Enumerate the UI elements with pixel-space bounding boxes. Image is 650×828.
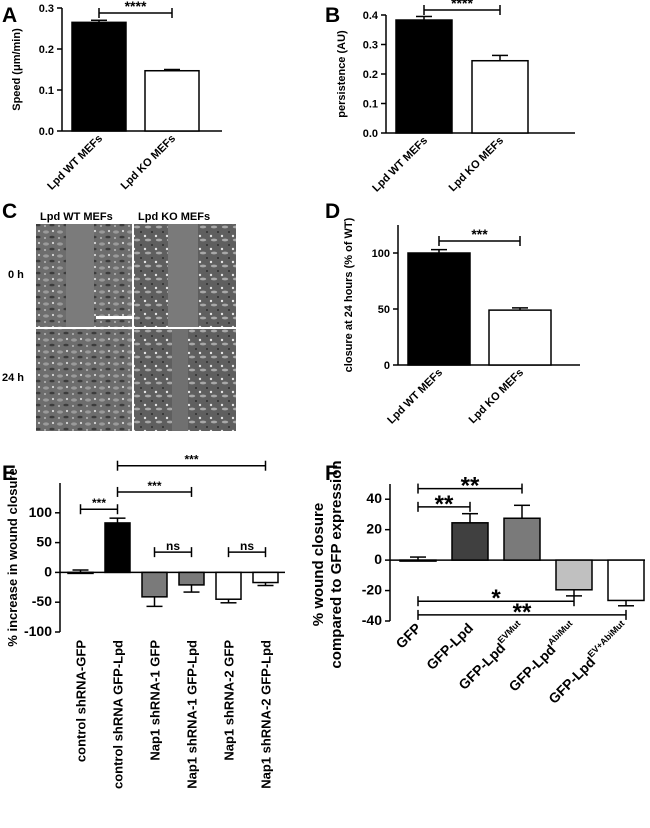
category-label: Lpd WT MEFs xyxy=(45,133,105,193)
micrograph-wt-0h xyxy=(36,224,132,327)
y-tick-label: 0.4 xyxy=(363,10,379,22)
category-label: Lpd KO MEFs xyxy=(119,133,178,192)
category-label: control shRNA GFP-Lpd xyxy=(111,640,126,789)
y-tick-label: 0 xyxy=(44,563,52,579)
category-label: Lpd KO MEFs xyxy=(467,367,526,426)
bar xyxy=(503,517,541,561)
micrograph-wt-24h xyxy=(36,329,132,431)
category-label: Nap1 shRNA-2 GFP xyxy=(222,640,237,761)
y-tick-label: 0 xyxy=(384,360,390,372)
y-tick-label: -40 xyxy=(362,612,382,628)
y-tick-label: 100 xyxy=(29,504,53,520)
significance-label: * xyxy=(491,585,501,612)
y-tick-label: 0.1 xyxy=(363,99,378,111)
bar xyxy=(399,559,437,562)
significance-label: *** xyxy=(184,453,198,467)
bar xyxy=(104,522,131,574)
panel-label-e: E xyxy=(2,462,16,485)
y-tick-label: 0.0 xyxy=(363,128,378,140)
panel-label-a: A xyxy=(2,4,17,27)
category-label: Nap1 shRNA-2 GFP-Lpd xyxy=(259,640,274,789)
bar xyxy=(471,59,529,134)
y-tick-label: 40 xyxy=(366,490,382,506)
micrograph-col-label-ko: Lpd KO MEFs xyxy=(138,211,210,223)
y-tick-label: -100 xyxy=(24,623,52,639)
bar xyxy=(178,571,205,586)
category-label: Lpd WT MEFs xyxy=(385,367,445,427)
micrograph-row-label-0h: 0 h xyxy=(8,269,24,281)
micrograph-col-label-wt: Lpd WT MEFs xyxy=(40,211,113,223)
chart-b: 0.0 0.1 0.2 0.3 0.4 persistence (AU) Lpd WT ME… xyxy=(336,0,575,195)
y-tick-label: 0 xyxy=(374,551,382,567)
y-tick-label: 0.1 xyxy=(39,85,54,97)
y-axis-label: % increase in wound closure xyxy=(5,468,20,646)
chart-f: -40 -20 0 20 40 % wound closure compared to GF… xyxy=(310,460,645,707)
bar xyxy=(144,69,200,132)
significance-label: **** xyxy=(125,0,147,14)
y-tick-label: -20 xyxy=(362,582,382,598)
micrograph-grid: Lpd WT MEFs Lpd KO MEFs 0 h 24 h xyxy=(2,211,236,431)
bar xyxy=(451,522,489,561)
chart-e: -100 -50 0 50 100 % increase in wound closure… xyxy=(5,453,285,789)
y-tick-label: 50 xyxy=(36,534,52,550)
bar xyxy=(67,571,94,575)
bar xyxy=(607,559,645,602)
y-tick-label: 50 xyxy=(378,304,390,316)
bar xyxy=(395,19,453,134)
category-label: control shRNA-GFP xyxy=(74,640,89,762)
y-tick-label: 0.2 xyxy=(363,69,378,81)
category-label: Nap1 shRNA-1 GFP-Lpd xyxy=(185,640,200,789)
category-label: Lpd WT MEFs xyxy=(370,135,430,195)
category-label: GFP-Lpd xyxy=(423,620,476,673)
bar xyxy=(215,571,242,600)
significance-label: ** xyxy=(513,599,532,626)
y-tick-label: 20 xyxy=(366,521,382,537)
significance-label: **** xyxy=(451,0,473,11)
significance-label: ** xyxy=(461,473,480,500)
category-label: Lpd KO MEFs xyxy=(447,135,506,194)
y-axis-label: Speed (μm/min) xyxy=(11,28,23,111)
panel-label-d: D xyxy=(325,200,340,223)
bar xyxy=(488,309,552,366)
y-tick-label: -50 xyxy=(32,593,52,609)
y-tick-label: 100 xyxy=(372,248,390,260)
significance-label: ns xyxy=(240,539,254,553)
y-tick-label: 0.3 xyxy=(363,40,378,52)
chart-d: 0 50 100 closure at 24 hours (% of WT) Lpd W… xyxy=(343,217,580,427)
significance-label: ns xyxy=(166,539,180,553)
micrograph-ko-0h xyxy=(134,224,236,327)
significance-label: *** xyxy=(92,496,106,510)
bar xyxy=(71,21,127,132)
significance-label: *** xyxy=(147,479,161,493)
bar xyxy=(555,559,593,591)
chart-a: 0.0 0.1 0.2 0.3 Speed (μm/min) Lpd WT MEFs Lpd… xyxy=(11,0,222,193)
significance-label: ** xyxy=(435,491,454,518)
bar xyxy=(252,571,279,584)
y-tick-label: 0.0 xyxy=(39,126,54,138)
panel-label-b: B xyxy=(325,4,340,27)
scale-bar xyxy=(96,316,132,319)
panel-label-f: F xyxy=(325,462,338,485)
y-axis-label: persistence (AU) xyxy=(336,30,348,118)
category-label: GFP xyxy=(392,620,424,652)
bar xyxy=(407,252,471,366)
y-axis-label-line2: compared to GFP expression xyxy=(328,460,345,668)
micrograph-ko-24h xyxy=(134,329,236,431)
y-axis-label-line1: % wound closure xyxy=(310,503,327,626)
significance-label: *** xyxy=(471,226,488,242)
y-axis-label: closure at 24 hours (% of WT) xyxy=(343,217,355,372)
bar xyxy=(141,571,168,598)
micrograph-row-label-24h: 24 h xyxy=(2,372,24,384)
y-tick-label: 0.2 xyxy=(39,44,54,56)
y-tick-label: 0.3 xyxy=(39,3,54,15)
category-label: Nap1 shRNA-1 GFP xyxy=(148,640,163,761)
panel-label-c: C xyxy=(2,200,17,223)
